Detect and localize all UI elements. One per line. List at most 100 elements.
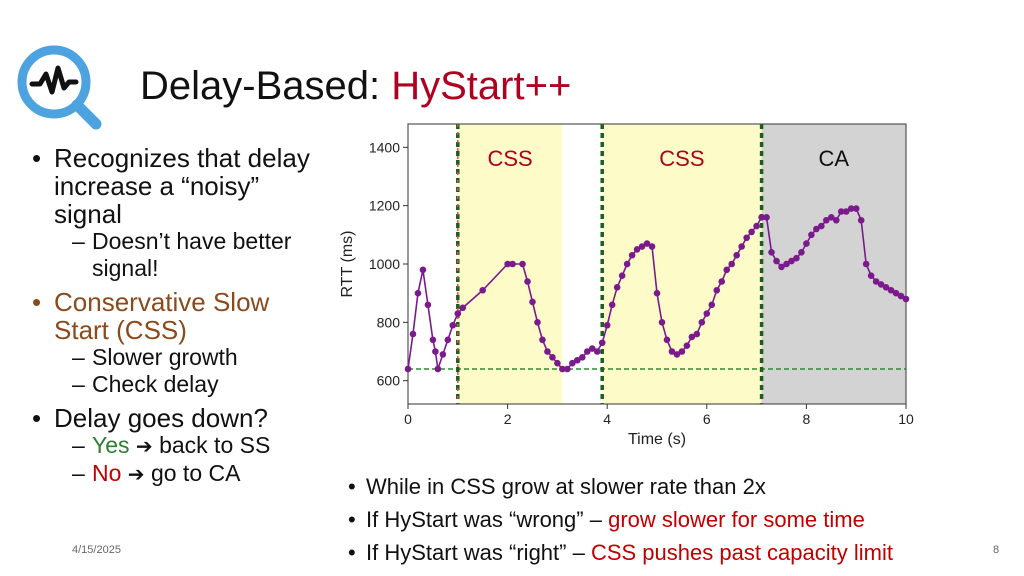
notes-list: While in CSS grow at slower rate than 2x… — [348, 470, 988, 569]
data-point-34 — [608, 301, 616, 309]
note-wrong: If HyStart was “wrong” – grow slower for… — [348, 503, 988, 536]
data-point-83 — [852, 205, 860, 212]
data-point-65 — [763, 214, 770, 221]
data-point-73 — [803, 240, 810, 247]
data-point-54 — [708, 301, 716, 309]
data-point-35 — [613, 284, 621, 291]
page-number: 8 — [993, 544, 1000, 556]
data-point-31 — [593, 348, 601, 355]
data-point-51 — [693, 330, 701, 338]
bullet-css: Conservative Slow Start (CSS) — [30, 288, 330, 344]
y-tick-label-2: 1000 — [369, 256, 400, 272]
x-tick-label-4: 8 — [803, 411, 811, 427]
data-point-10 — [449, 321, 457, 329]
data-point-92 — [897, 292, 905, 300]
bullet-list: Recognizes that delay increase a “noisy”… — [30, 144, 330, 488]
x-tick-label-5: 10 — [898, 411, 914, 427]
data-point-87 — [872, 278, 880, 285]
data-point-19 — [534, 319, 541, 326]
data-point-0 — [404, 365, 412, 373]
note-right-prefix: If HyStart was “right” – — [366, 540, 591, 565]
subbullet-slower-growth: Slower growth — [30, 344, 330, 371]
data-point-71 — [793, 254, 800, 262]
data-point-90 — [887, 286, 895, 294]
subbullet-better-signal: Doesn’t have better signal! — [30, 228, 330, 282]
data-point-43 — [653, 289, 661, 297]
y-tick-label-4: 1400 — [369, 139, 400, 155]
bullet-recognizes: Recognizes that delay increase a “noisy”… — [30, 144, 330, 228]
data-point-59 — [733, 251, 740, 259]
data-point-11 — [454, 310, 462, 317]
magnifier-chart-logo — [17, 45, 102, 130]
logo-handle — [71, 99, 102, 130]
data-point-84 — [857, 216, 865, 224]
note-slower-rate: While in CSS grow at slower rate than 2x — [348, 470, 988, 503]
logo-pulse-line — [29, 65, 79, 95]
data-point-4 — [424, 301, 432, 309]
y-tick-label-0: 600 — [377, 373, 401, 389]
x-tick-label-0: 0 — [404, 411, 412, 427]
data-point-81 — [842, 208, 850, 215]
data-point-64 — [758, 214, 765, 221]
data-point-25 — [564, 365, 571, 373]
data-point-37 — [623, 260, 631, 268]
yes-label: Yes — [92, 432, 130, 458]
data-point-26 — [569, 359, 576, 367]
data-point-48 — [678, 348, 686, 355]
data-point-38 — [628, 251, 636, 259]
data-point-66 — [768, 249, 775, 256]
data-point-17 — [524, 278, 531, 285]
note-right-red: CSS pushes past capacity limit — [590, 540, 893, 565]
data-point-33 — [603, 321, 611, 329]
data-point-78 — [828, 214, 835, 221]
data-point-85 — [862, 260, 870, 268]
data-point-24 — [559, 365, 566, 373]
data-point-70 — [788, 257, 795, 265]
data-point-1 — [409, 330, 417, 338]
data-point-14 — [504, 260, 511, 268]
data-point-53 — [703, 310, 711, 317]
arrow-right-icon: ➔ — [127, 462, 145, 486]
subbullet-no: No ➔ go to CA — [30, 460, 330, 488]
x-tick-label-1: 2 — [504, 411, 512, 427]
region-label-1: CSS — [659, 146, 704, 171]
data-point-44 — [658, 319, 666, 326]
data-point-91 — [892, 289, 900, 297]
note-right: If HyStart was “right” – CSS pushes past… — [348, 536, 988, 569]
data-point-89 — [882, 284, 890, 291]
slide-title: Delay-Based: HyStart++ — [140, 62, 571, 110]
note-wrong-prefix: If HyStart was “wrong” – — [366, 507, 609, 532]
data-point-55 — [713, 286, 721, 294]
data-point-77 — [823, 216, 830, 224]
no-label: No — [92, 460, 122, 486]
data-point-5 — [429, 336, 437, 344]
data-point-47 — [673, 351, 681, 358]
x-tick-label-2: 4 — [603, 411, 611, 427]
data-point-46 — [668, 348, 676, 355]
data-point-22 — [549, 354, 556, 361]
data-point-88 — [877, 281, 885, 288]
data-point-72 — [798, 249, 805, 256]
data-point-12 — [459, 304, 467, 312]
title-plain: Delay-Based: — [140, 64, 392, 108]
data-point-57 — [723, 266, 731, 274]
data-point-63 — [753, 222, 760, 230]
data-point-20 — [539, 336, 546, 344]
data-point-32 — [598, 339, 606, 347]
y-axis-label: RTT (ms) — [339, 231, 356, 298]
data-point-28 — [579, 354, 586, 361]
data-point-15 — [509, 260, 516, 268]
y-tick-label-1: 800 — [377, 314, 401, 330]
data-point-76 — [818, 222, 825, 230]
region-label-0: CSS — [487, 146, 532, 171]
no-rest: go to CA — [150, 460, 241, 486]
data-point-7 — [434, 365, 442, 373]
data-point-23 — [554, 359, 561, 367]
data-point-86 — [867, 272, 875, 279]
data-point-39 — [633, 246, 641, 253]
bullet-delay-down: Delay goes down? — [30, 404, 330, 432]
data-point-36 — [618, 272, 626, 279]
data-point-8 — [439, 351, 447, 358]
data-point-41 — [643, 240, 651, 247]
yes-rest: back to SS — [159, 432, 271, 458]
